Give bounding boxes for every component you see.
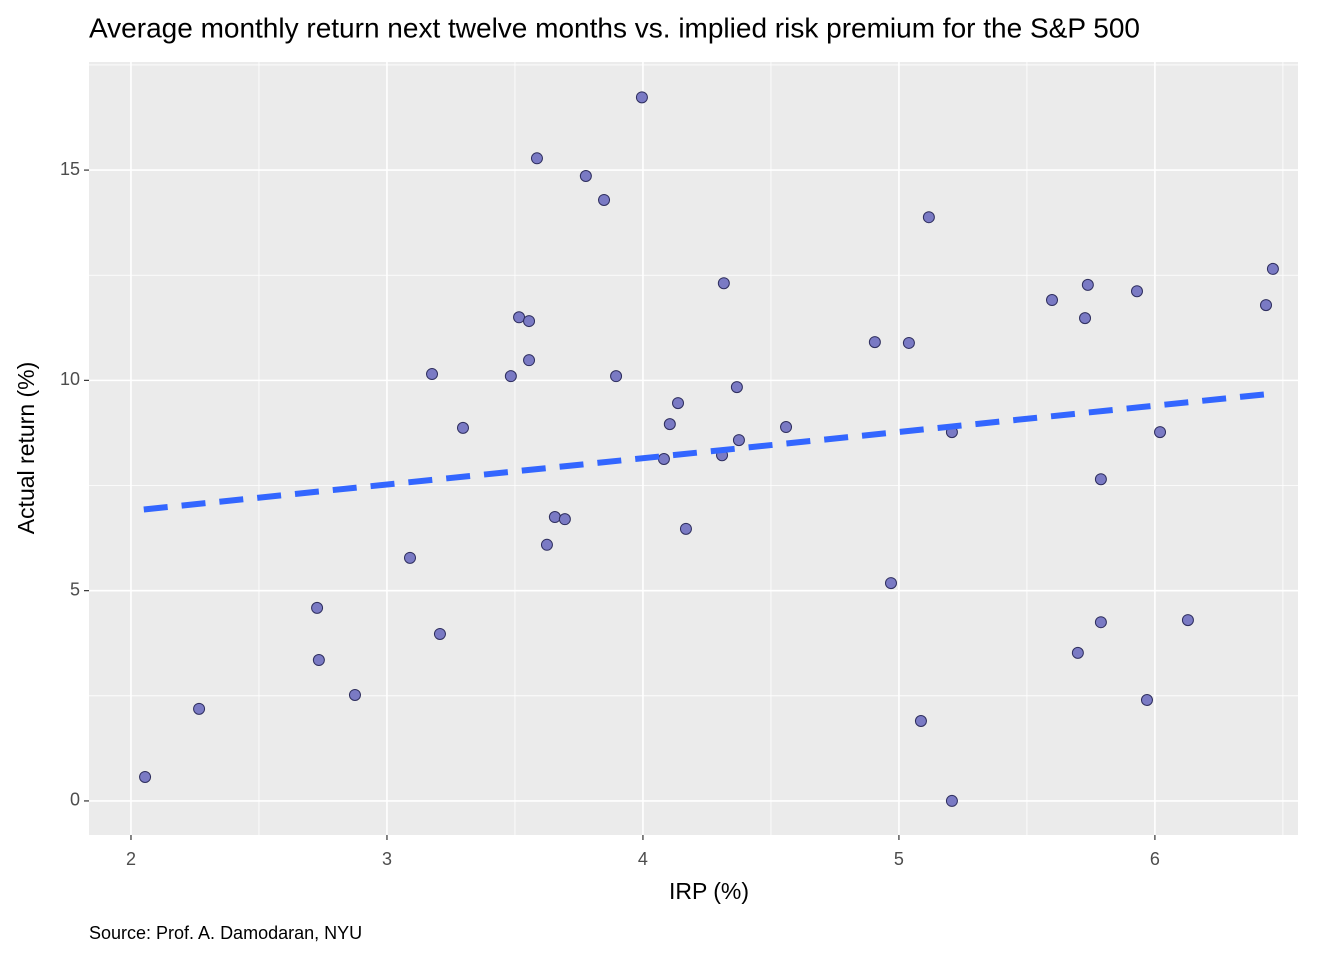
point — [780, 421, 793, 434]
point — [610, 370, 623, 383]
point — [1140, 693, 1153, 706]
point — [348, 688, 361, 701]
point — [548, 511, 561, 524]
point — [672, 397, 685, 410]
point — [914, 715, 927, 728]
x-axis-title: IRP (%) — [669, 878, 749, 904]
point — [884, 577, 897, 590]
point — [558, 513, 571, 526]
point — [732, 434, 745, 447]
point — [311, 601, 324, 614]
point — [404, 551, 417, 564]
point — [433, 627, 446, 640]
point — [513, 311, 526, 324]
point — [635, 91, 648, 104]
point — [922, 211, 935, 224]
point — [1081, 278, 1094, 291]
point — [902, 336, 915, 349]
x-tick-label: 5 — [894, 849, 904, 869]
point — [1130, 285, 1143, 298]
point — [579, 169, 592, 182]
point — [312, 654, 325, 667]
x-tick-label: 2 — [126, 849, 136, 869]
point — [679, 522, 692, 535]
y-tick-label: 10 — [60, 369, 80, 389]
point — [504, 370, 517, 383]
point — [657, 453, 670, 466]
point — [193, 702, 206, 715]
point — [540, 538, 553, 551]
point — [1154, 426, 1167, 439]
point — [1071, 646, 1084, 659]
point — [139, 770, 152, 783]
x-tick-label: 6 — [1150, 849, 1160, 869]
point — [1094, 473, 1107, 486]
point — [523, 315, 536, 328]
chart-title: Average monthly return next twelve month… — [89, 12, 1140, 43]
point — [868, 336, 881, 349]
y-tick-label: 5 — [70, 579, 80, 599]
point — [1094, 616, 1107, 629]
y-axis-title: Actual return (%) — [13, 362, 39, 535]
x-tick-label: 4 — [638, 849, 648, 869]
point — [663, 418, 676, 431]
point — [1260, 299, 1273, 312]
point — [523, 354, 536, 367]
point — [456, 421, 469, 434]
point — [717, 277, 730, 290]
x-tick-label: 3 — [382, 849, 392, 869]
point — [1266, 262, 1279, 275]
point — [730, 381, 743, 394]
y-tick-label: 0 — [70, 790, 80, 810]
panel — [89, 62, 1298, 835]
caption: Source: Prof. A. Damodaran, NYU — [89, 923, 362, 943]
point — [598, 193, 611, 206]
point — [1079, 312, 1092, 325]
point — [530, 152, 543, 165]
point — [1181, 614, 1194, 627]
point — [945, 794, 958, 807]
point — [426, 368, 439, 381]
y-tick-label: 15 — [60, 159, 80, 179]
point — [1046, 294, 1059, 307]
